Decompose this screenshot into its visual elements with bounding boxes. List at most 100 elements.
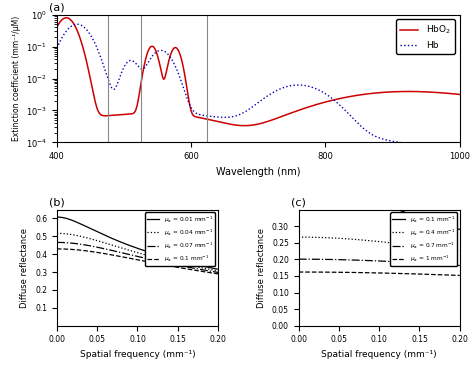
HbO$_2$: [64, 16, 69, 20]
$\mu_a$ = 0.07 mm$^{-1}$: [153, 258, 158, 263]
Legend: $\mu_a$ = 0.1 mm$^{-1}$, $\mu_a$ = 0.4 mm$^{-1}$, $\mu_a$ = 0.7 mm$^{-1}$, $\mu_: $\mu_a$ = 0.1 mm$^{-1}$, $\mu_a$ = 0.4 m…: [391, 213, 457, 266]
$\mu_a$ = 1 mm$^{-1}$: [442, 273, 447, 277]
Hb: [74, 22, 80, 26]
$\mu_a$ = 0.1 mm$^{-1}$: [432, 220, 438, 224]
$\mu_a$ = 0.4 mm$^{-1}$: [442, 247, 447, 251]
$\mu_a$ = 0.07 mm$^{-1}$: [215, 270, 221, 274]
$\mu_a$ = 0.1 mm$^{-1}$: [190, 268, 196, 272]
$\mu_a$ = 0.1 mm$^{-1}$: [54, 247, 60, 251]
$\mu_a$ = 0.07 mm$^{-1}$: [149, 258, 155, 262]
$\mu_a$ = 0.01 mm$^{-1}$: [54, 215, 60, 219]
$\mu_a$ = 1 mm$^{-1}$: [296, 270, 301, 274]
$\mu_a$ = 1 mm$^{-1}$: [432, 272, 438, 277]
$\mu_a$ = 0.1 mm$^{-1}$: [457, 227, 463, 232]
Line: $\mu_a$ = 0.7 mm$^{-1}$: $\mu_a$ = 0.7 mm$^{-1}$: [299, 259, 460, 265]
$\mu_a$ = 0.01 mm$^{-1}$: [153, 252, 158, 256]
$\mu_a$ = 0.7 mm$^{-1}$: [391, 259, 397, 264]
$\mu_a$ = 0.07 mm$^{-1}$: [54, 240, 60, 244]
$\mu_a$ = 0.4 mm$^{-1}$: [391, 241, 397, 245]
HbO$_2$: [402, 89, 408, 94]
$\mu_a$ = 0.1 mm$^{-1}$: [296, 181, 301, 185]
Line: $\mu_a$ = 0.04 mm$^{-1}$: $\mu_a$ = 0.04 mm$^{-1}$: [57, 234, 218, 271]
$\mu_a$ = 0.01 mm$^{-1}$: [55, 215, 60, 219]
HbO$_2$: [54, 25, 60, 29]
Line: $\mu_a$ = 0.4 mm$^{-1}$: $\mu_a$ = 0.4 mm$^{-1}$: [299, 237, 460, 251]
$\mu_a$ = 0.4 mm$^{-1}$: [432, 246, 438, 250]
$\mu_a$ = 0.1 mm$^{-1}$: [149, 261, 155, 265]
$\mu_a$ = 0.1 mm$^{-1}$: [153, 261, 158, 265]
$\mu_a$ = 0.7 mm$^{-1}$: [296, 257, 302, 261]
Line: Hb: Hb: [57, 24, 460, 151]
$\mu_a$ = 0.07 mm$^{-1}$: [200, 268, 206, 272]
Hb: [457, 149, 463, 153]
$\mu_a$ = 0.1 mm$^{-1}$: [150, 261, 155, 265]
HbO$_2$: [79, 42, 85, 47]
$\mu_a$ = 0.1 mm$^{-1}$: [442, 223, 447, 227]
$\mu_a$ = 0.01 mm$^{-1}$: [149, 251, 155, 255]
$\mu_a$ = 0.01 mm$^{-1}$: [150, 251, 155, 255]
$\mu_a$ = 0.01 mm$^{-1}$: [215, 267, 221, 272]
$\mu_a$ = 0.04 mm$^{-1}$: [149, 254, 155, 259]
$\mu_a$ = 0.7 mm$^{-1}$: [296, 257, 301, 261]
$\mu_a$ = 0.4 mm$^{-1}$: [392, 241, 397, 246]
$\mu_a$ = 1 mm$^{-1}$: [296, 270, 302, 274]
$\mu_a$ = 1 mm$^{-1}$: [391, 271, 397, 276]
$\mu_a$ = 0.04 mm$^{-1}$: [153, 255, 158, 260]
Text: (a): (a): [49, 2, 64, 12]
$\mu_a$ = 0.1 mm$^{-1}$: [391, 206, 397, 211]
$\mu_a$ = 1 mm$^{-1}$: [392, 271, 397, 276]
$\mu_a$ = 0.1 mm$^{-1}$: [215, 272, 221, 276]
Legend: $\mu_a$ = 0.01 mm$^{-1}$, $\mu_a$ = 0.04 mm$^{-1}$, $\mu_a$ = 0.07 mm$^{-1}$, $\: $\mu_a$ = 0.01 mm$^{-1}$, $\mu_a$ = 0.04…: [145, 213, 215, 266]
Hb: [401, 141, 407, 145]
Y-axis label: Diffuse reflectance: Diffuse reflectance: [257, 228, 266, 308]
$\mu_a$ = 0.7 mm$^{-1}$: [432, 262, 438, 266]
Line: $\mu_a$ = 1 mm$^{-1}$: $\mu_a$ = 1 mm$^{-1}$: [299, 272, 460, 276]
Y-axis label: Diffuse reflectance: Diffuse reflectance: [20, 228, 29, 308]
HbO$_2$: [457, 92, 463, 97]
$\mu_a$ = 0.4 mm$^{-1}$: [394, 241, 400, 246]
$\mu_a$ = 0.1 mm$^{-1}$: [200, 269, 206, 274]
Hb: [289, 83, 294, 88]
Line: $\mu_a$ = 0.07 mm$^{-1}$: $\mu_a$ = 0.07 mm$^{-1}$: [57, 242, 218, 272]
$\mu_a$ = 0.01 mm$^{-1}$: [190, 262, 196, 266]
Line: $\mu_a$ = 0.1 mm$^{-1}$: $\mu_a$ = 0.1 mm$^{-1}$: [299, 183, 460, 229]
$\mu_a$ = 0.01 mm$^{-1}$: [200, 264, 206, 268]
$\mu_a$ = 0.7 mm$^{-1}$: [457, 263, 463, 268]
Hb: [311, 86, 317, 90]
$\mu_a$ = 0.04 mm$^{-1}$: [190, 264, 196, 268]
Legend: HbO$_2$, Hb: HbO$_2$, Hb: [396, 19, 455, 54]
$\mu_a$ = 0.7 mm$^{-1}$: [442, 262, 447, 267]
$\mu_a$ = 0.1 mm$^{-1}$: [392, 206, 397, 211]
HbO$_2$: [289, 111, 295, 115]
Hb: [54, 46, 60, 51]
HbO$_2$: [242, 123, 247, 128]
Line: $\mu_a$ = 0.01 mm$^{-1}$: $\mu_a$ = 0.01 mm$^{-1}$: [57, 217, 218, 269]
$\mu_a$ = 0.07 mm$^{-1}$: [55, 240, 60, 244]
Hb: [79, 23, 85, 28]
$\mu_a$ = 0.04 mm$^{-1}$: [215, 269, 221, 273]
HbO$_2$: [312, 103, 318, 107]
Hb: [360, 126, 366, 130]
$\mu_a$ = 0.4 mm$^{-1}$: [457, 249, 463, 253]
$\mu_a$ = 0.04 mm$^{-1}$: [200, 266, 206, 270]
$\mu_a$ = 0.4 mm$^{-1}$: [296, 235, 301, 239]
HbO$_2$: [361, 92, 366, 97]
Y-axis label: Extinction coefficient (mm⁻¹/μM): Extinction coefficient (mm⁻¹/μM): [11, 16, 20, 141]
$\mu_a$ = 0.7 mm$^{-1}$: [392, 259, 397, 264]
$\mu_a$ = 0.07 mm$^{-1}$: [150, 258, 155, 262]
$\mu_a$ = 0.04 mm$^{-1}$: [55, 231, 60, 236]
Line: HbO$_2$: HbO$_2$: [57, 18, 460, 126]
Line: $\mu_a$ = 0.1 mm$^{-1}$: $\mu_a$ = 0.1 mm$^{-1}$: [57, 249, 218, 274]
$\mu_a$ = 0.07 mm$^{-1}$: [190, 266, 196, 270]
X-axis label: Wavelength (nm): Wavelength (nm): [216, 167, 301, 177]
Text: (b): (b): [49, 197, 64, 207]
$\mu_a$ = 0.1 mm$^{-1}$: [55, 247, 60, 251]
$\mu_a$ = 0.04 mm$^{-1}$: [54, 231, 60, 236]
X-axis label: Spatial frequency (mm⁻¹): Spatial frequency (mm⁻¹): [80, 350, 195, 359]
Text: (c): (c): [291, 197, 305, 207]
$\mu_a$ = 1 mm$^{-1}$: [394, 271, 400, 276]
Hb: [299, 83, 305, 87]
$\mu_a$ = 0.7 mm$^{-1}$: [394, 259, 400, 264]
HbO$_2$: [300, 107, 305, 111]
$\mu_a$ = 0.4 mm$^{-1}$: [296, 235, 302, 239]
